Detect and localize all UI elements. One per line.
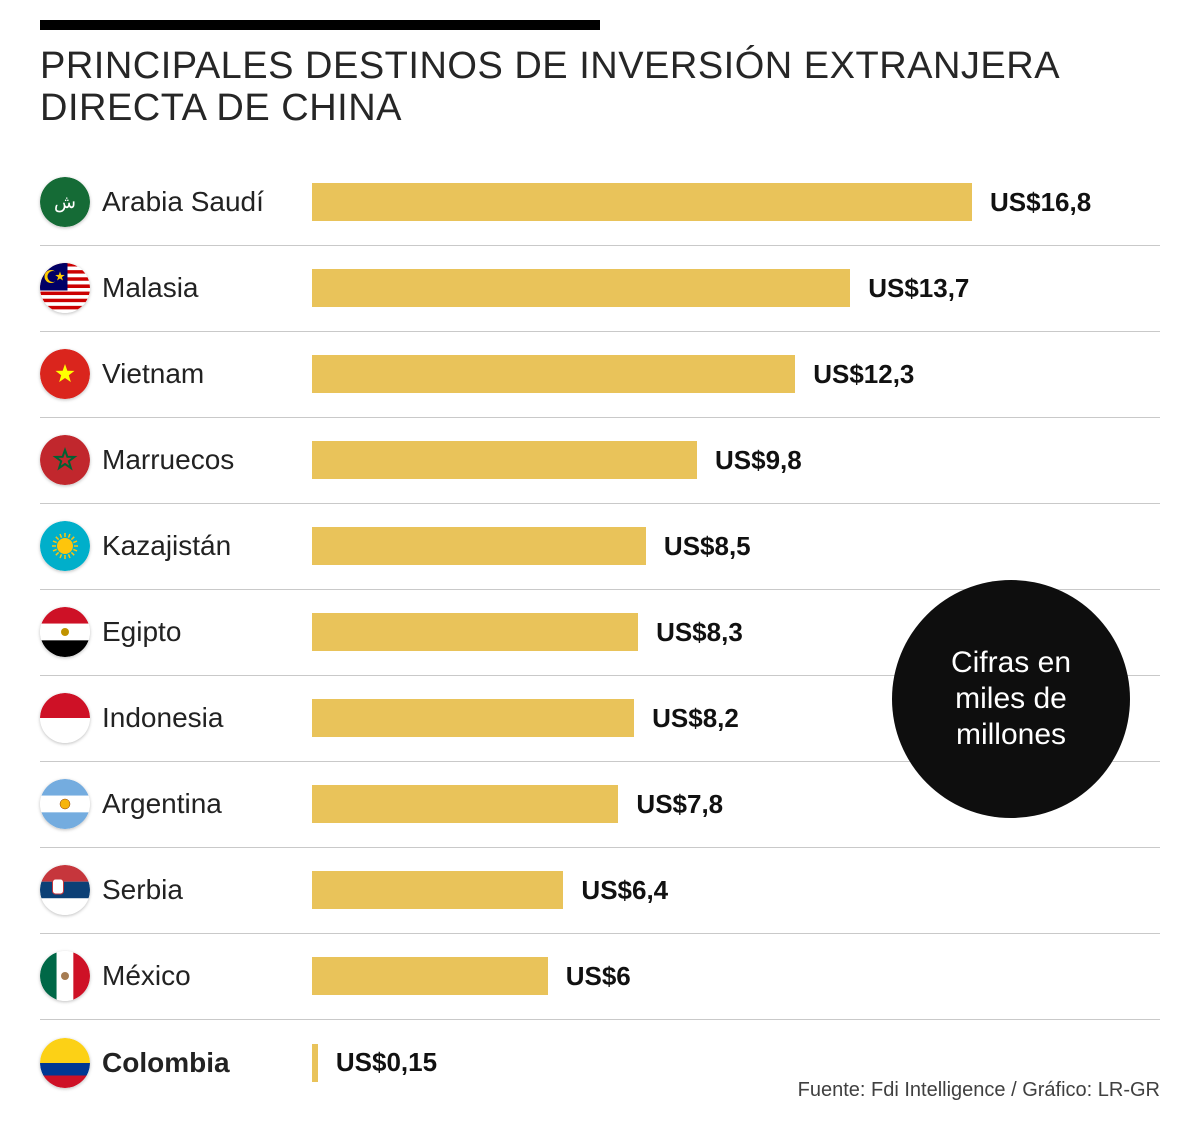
country-label: Indonesia: [102, 702, 312, 734]
value-label: US$8,2: [652, 703, 739, 734]
value-label: US$12,3: [813, 359, 914, 390]
table-row: México US$6: [40, 934, 1160, 1020]
bar: [312, 355, 795, 393]
value-label: US$6: [566, 961, 631, 992]
value-label: US$7,8: [636, 789, 723, 820]
value-label: US$6,4: [581, 875, 668, 906]
bar: [312, 871, 563, 909]
value-label: US$16,8: [990, 187, 1091, 218]
top-rule: [40, 20, 600, 30]
table-row: Vietnam US$12,3: [40, 332, 1160, 418]
bar: [312, 183, 972, 221]
flag-ar-icon: [40, 779, 102, 829]
value-label: US$8,5: [664, 531, 751, 562]
flag-sa-icon: ش: [40, 177, 102, 227]
country-label: Vietnam: [102, 358, 312, 390]
bar-area: US$9,8: [312, 441, 1160, 479]
country-label: Malasia: [102, 272, 312, 304]
bar: [312, 957, 548, 995]
source-text: Fuente: Fdi Intelligence / Gráfico: LR-G…: [798, 1079, 1160, 1102]
bar: [312, 441, 697, 479]
bar-area: US$8,5: [312, 527, 1160, 565]
country-label: México: [102, 960, 312, 992]
table-row: ش Arabia Saudí US$16,8: [40, 160, 1160, 246]
country-label: Colombia: [102, 1047, 312, 1079]
bar-area: US$6,4: [312, 871, 1160, 909]
value-label: US$0,15: [336, 1047, 437, 1078]
bar: [312, 785, 618, 823]
value-label: US$9,8: [715, 445, 802, 476]
flag-id-icon: [40, 693, 102, 743]
value-label: US$8,3: [656, 617, 743, 648]
bar-area: US$13,7: [312, 269, 1160, 307]
table-row: Serbia US$6,4: [40, 848, 1160, 934]
bar: [312, 269, 850, 307]
flag-mx-icon: [40, 951, 102, 1001]
table-row: Malasia US$13,7: [40, 246, 1160, 332]
country-label: Egipto: [102, 616, 312, 648]
bar-area: US$16,8: [312, 183, 1160, 221]
country-label: Marruecos: [102, 444, 312, 476]
flag-eg-icon: [40, 607, 102, 657]
flag-kz-icon: [40, 521, 102, 571]
table-row: Marruecos US$9,8: [40, 418, 1160, 504]
bar: [312, 527, 646, 565]
flag-my-icon: [40, 263, 102, 313]
flag-ma-icon: [40, 435, 102, 485]
table-row: Kazajistán US$8,5: [40, 504, 1160, 590]
country-label: Arabia Saudí: [102, 186, 312, 218]
chart-rows: Cifras en miles de millones ش Arabia Saud…: [40, 160, 1160, 1106]
callout-text: Cifras en miles de millones: [912, 645, 1110, 753]
country-label: Serbia: [102, 874, 312, 906]
flag-co-icon: [40, 1038, 102, 1088]
country-label: Kazajistán: [102, 530, 312, 562]
bar-area: US$12,3: [312, 355, 1160, 393]
bar-area: US$6: [312, 957, 1160, 995]
flag-rs-icon: [40, 865, 102, 915]
value-label: US$13,7: [868, 273, 969, 304]
callout-circle: Cifras en miles de millones: [892, 580, 1130, 818]
bar: [312, 613, 638, 651]
svg-text:ش: ش: [54, 192, 76, 213]
chart-title: PRINCIPALES DESTINOS DE INVERSIÓN EXTRAN…: [40, 46, 1160, 130]
bar-area: US$0,15: [312, 1044, 1160, 1082]
bar: [312, 699, 634, 737]
flag-vn-icon: [40, 349, 102, 399]
bar: [312, 1044, 318, 1082]
country-label: Argentina: [102, 788, 312, 820]
